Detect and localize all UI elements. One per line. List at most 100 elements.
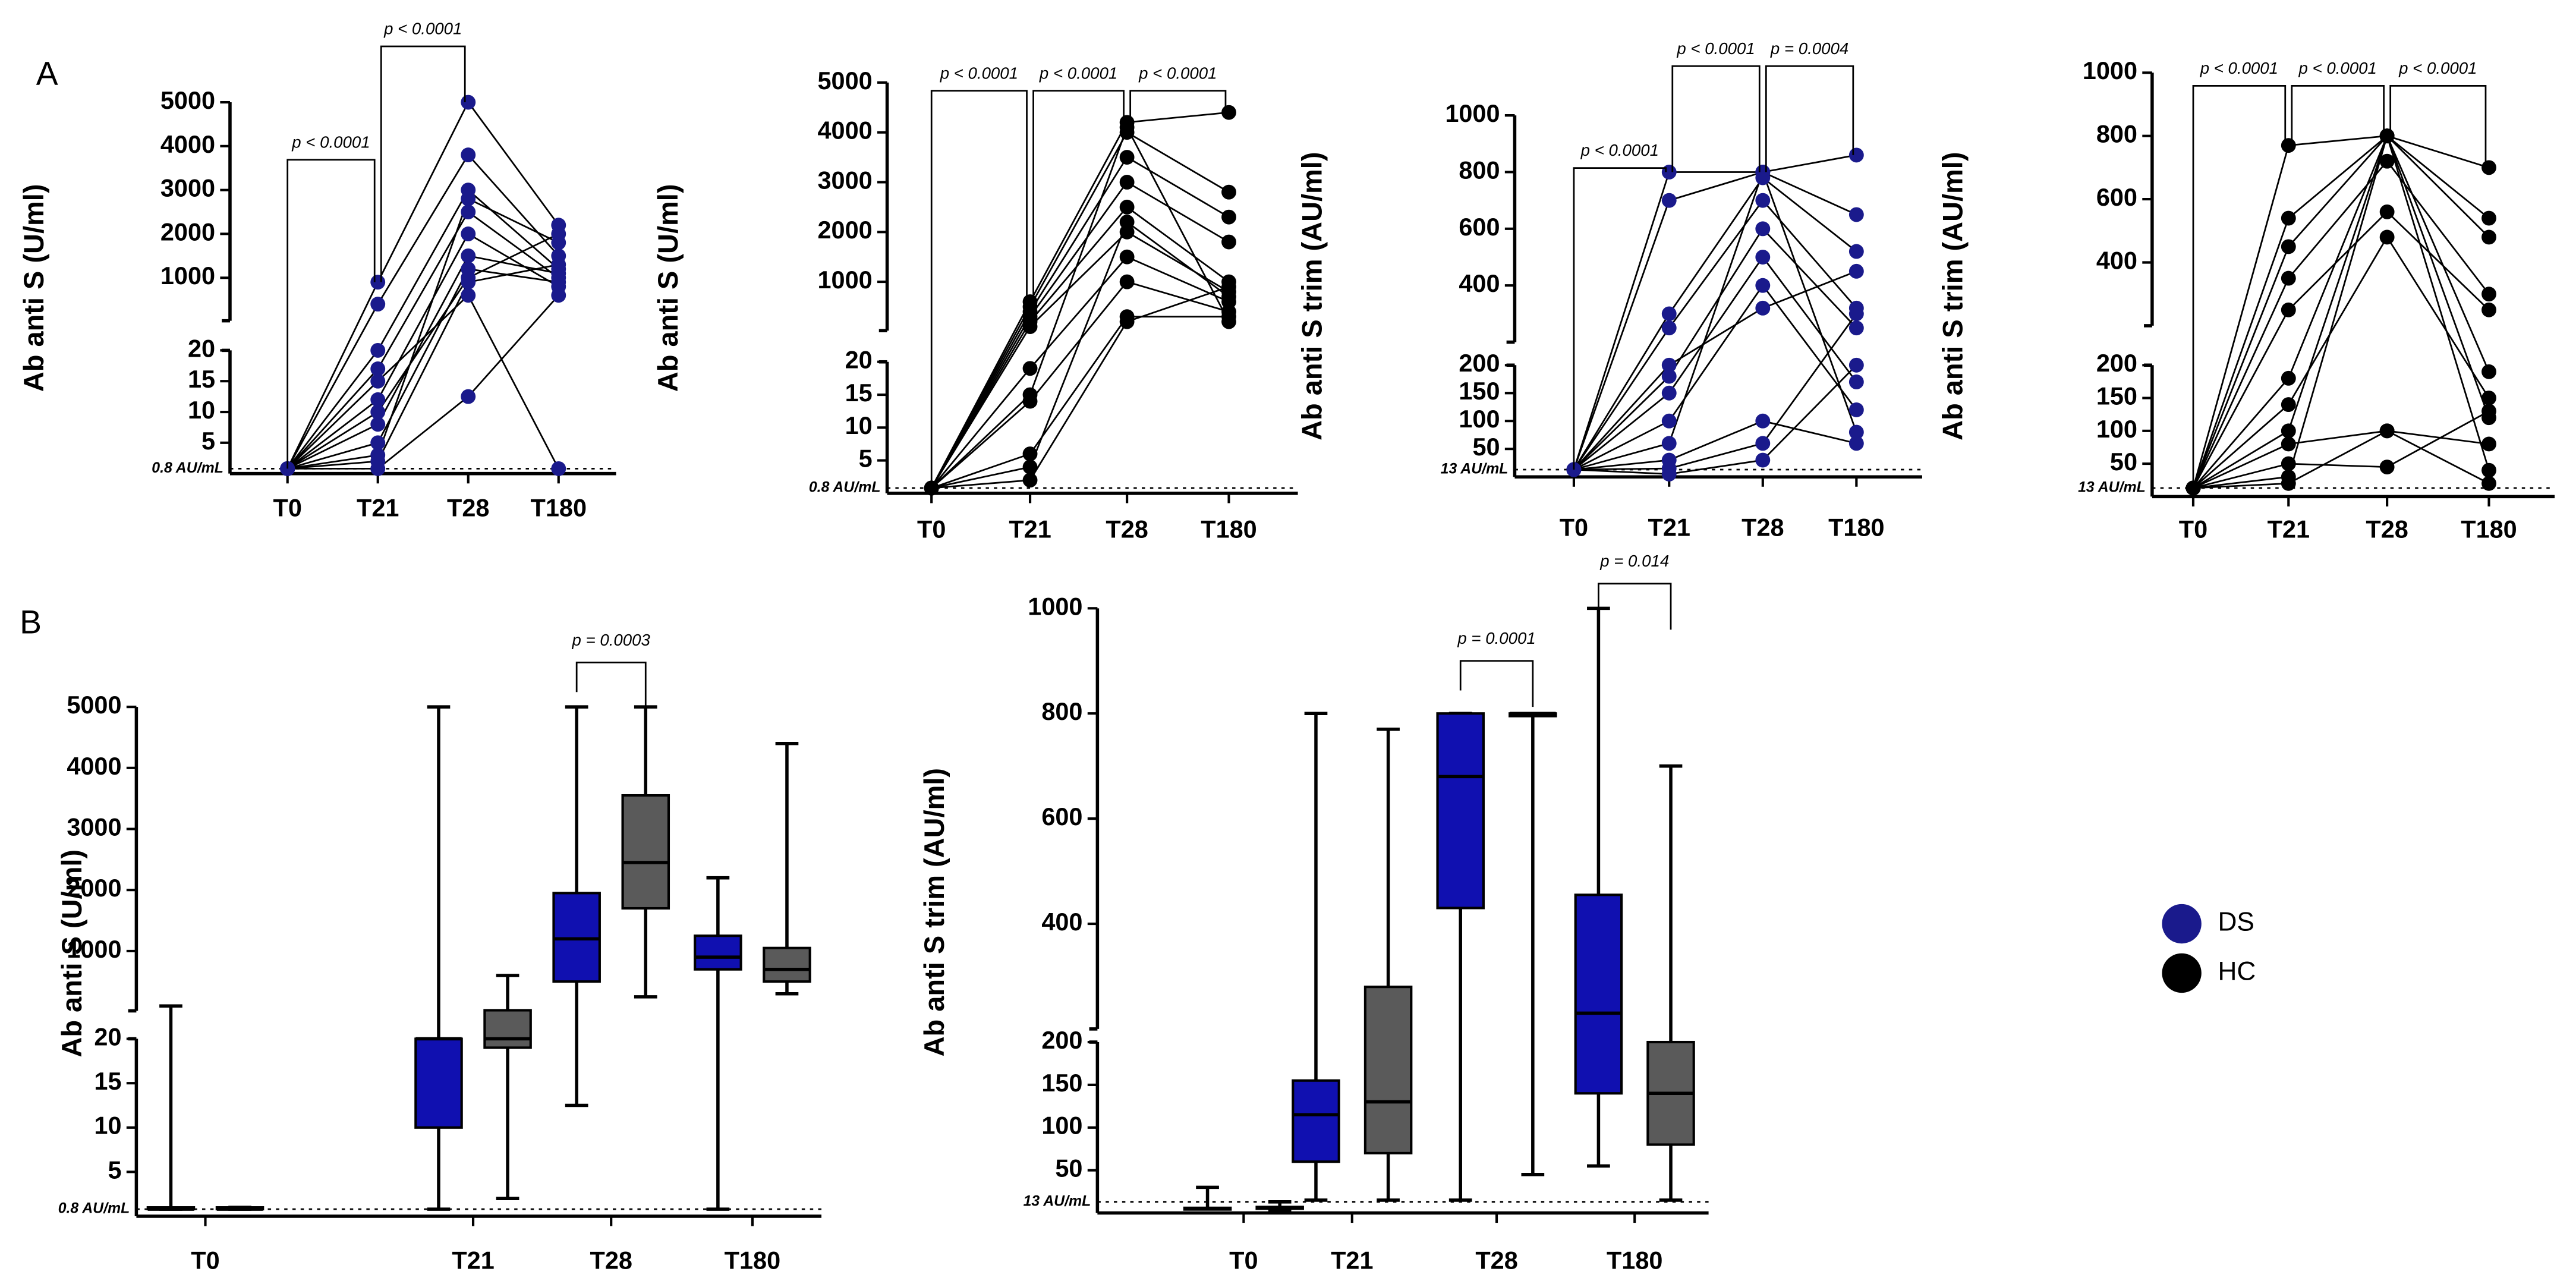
subject-line xyxy=(1573,420,1857,471)
point xyxy=(2481,302,2496,317)
point xyxy=(1661,320,1677,336)
point xyxy=(2281,397,2296,413)
x-tick-label: T0 xyxy=(917,515,946,543)
point xyxy=(1119,119,1135,135)
y-tick-label: 5 xyxy=(201,427,215,455)
point xyxy=(2379,153,2395,169)
point xyxy=(1661,369,1677,384)
point xyxy=(1661,467,1677,482)
chart: B Ab anti S (U/ml) 5 10 15 20 1000 2000 3000 4000… xyxy=(20,604,822,1274)
x-tick-label: T28 xyxy=(1475,1246,1517,1274)
subject-line xyxy=(2192,134,2490,489)
y-tick-label: 1000 xyxy=(2083,56,2137,84)
point xyxy=(2281,239,2296,254)
subject-line xyxy=(931,221,1230,489)
point xyxy=(1848,424,1864,440)
point xyxy=(461,288,476,303)
subject-line xyxy=(1573,270,1857,470)
point xyxy=(1661,165,1677,180)
point xyxy=(1848,147,1864,163)
subject-line xyxy=(1573,199,1857,470)
point xyxy=(461,248,476,263)
subject-line xyxy=(2193,410,2490,489)
legend-label: HC xyxy=(2218,957,2256,986)
p-value: p < 0.0001 xyxy=(383,20,462,38)
y-tick-label: 150 xyxy=(2096,382,2137,410)
y-tick-label: 20 xyxy=(845,346,873,374)
y-tick-label: 10 xyxy=(845,411,873,439)
p-value: p < 0.0001 xyxy=(2200,59,2278,77)
point xyxy=(1119,150,1135,165)
subject-line xyxy=(931,231,1230,489)
point xyxy=(1848,306,1864,322)
point xyxy=(1119,314,1135,329)
y-tick-label: 400 xyxy=(1041,908,1082,936)
point xyxy=(461,204,476,220)
y-tick-label: 150 xyxy=(1459,377,1500,405)
point xyxy=(551,461,566,476)
subject-line xyxy=(931,256,1230,489)
point xyxy=(1755,413,1771,429)
subject-line xyxy=(931,286,1229,489)
point xyxy=(1755,300,1771,316)
significance-bracket xyxy=(1129,90,1227,122)
point xyxy=(1848,207,1864,222)
significance-bracket xyxy=(286,159,376,469)
x-tick-label: T28 xyxy=(1106,515,1148,543)
point xyxy=(461,226,476,241)
point xyxy=(551,275,566,290)
y-tick-label: 15 xyxy=(188,365,215,393)
threshold-label: 0.8 AU/mL xyxy=(58,1200,130,1217)
point xyxy=(1221,289,1236,304)
chart: Ab anti S trim (AU/ml) 50 100 150 200 400 600 8… xyxy=(1937,56,2555,543)
y-tick-label: 600 xyxy=(2096,183,2137,211)
subject-line xyxy=(1573,313,1857,471)
subject-line xyxy=(930,156,1230,489)
subject-line xyxy=(286,233,559,470)
subject-line xyxy=(931,125,1230,489)
x-tick-label: T180 xyxy=(1607,1246,1662,1274)
point xyxy=(1848,320,1864,336)
p-value: p < 0.0001 xyxy=(1580,141,1659,159)
box xyxy=(1436,712,1485,910)
threshold-label: 13 AU/mL xyxy=(1024,1192,1091,1209)
point xyxy=(2281,423,2296,439)
y-tick-label: 2000 xyxy=(67,874,121,902)
point xyxy=(370,361,386,376)
subject-line xyxy=(1573,227,1857,470)
p-value: p = 0.0003 xyxy=(572,631,651,649)
y-tick-label: 600 xyxy=(1041,802,1082,830)
significance-bracket xyxy=(2389,84,2487,168)
y-tick-label: 2000 xyxy=(160,218,215,246)
x-tick-label: T28 xyxy=(447,493,489,521)
box xyxy=(1292,1079,1340,1163)
point xyxy=(2379,204,2395,219)
y-tick-label: 100 xyxy=(1459,405,1500,433)
significance-bracket xyxy=(1573,167,1667,470)
x-tick-label: T28 xyxy=(1742,514,1784,542)
x-tick-label: T21 xyxy=(357,493,399,521)
point xyxy=(551,257,566,272)
subject-line xyxy=(930,131,1230,489)
x-tick-label: T21 xyxy=(1648,514,1690,542)
point xyxy=(1848,374,1864,389)
point xyxy=(2281,476,2296,491)
point xyxy=(461,95,476,110)
y-tick-label: 600 xyxy=(1459,213,1500,241)
point xyxy=(2281,138,2296,153)
significance-bracket xyxy=(380,45,466,282)
y-tick-label: 20 xyxy=(188,334,215,362)
y-tick-label: 800 xyxy=(1041,697,1082,725)
point xyxy=(1848,436,1864,451)
point xyxy=(1755,221,1771,237)
point xyxy=(2281,302,2296,317)
y-axis-label: Ab anti S trim (AU/ml) xyxy=(1296,152,1328,440)
subject-line xyxy=(2192,135,2489,489)
subject-line xyxy=(287,294,559,470)
box xyxy=(1363,986,1413,1154)
point xyxy=(2281,370,2296,386)
p-value: p < 0.0001 xyxy=(1138,64,1217,82)
x-tick-label: T0 xyxy=(191,1246,219,1274)
x-tick-label: T180 xyxy=(1201,515,1256,543)
